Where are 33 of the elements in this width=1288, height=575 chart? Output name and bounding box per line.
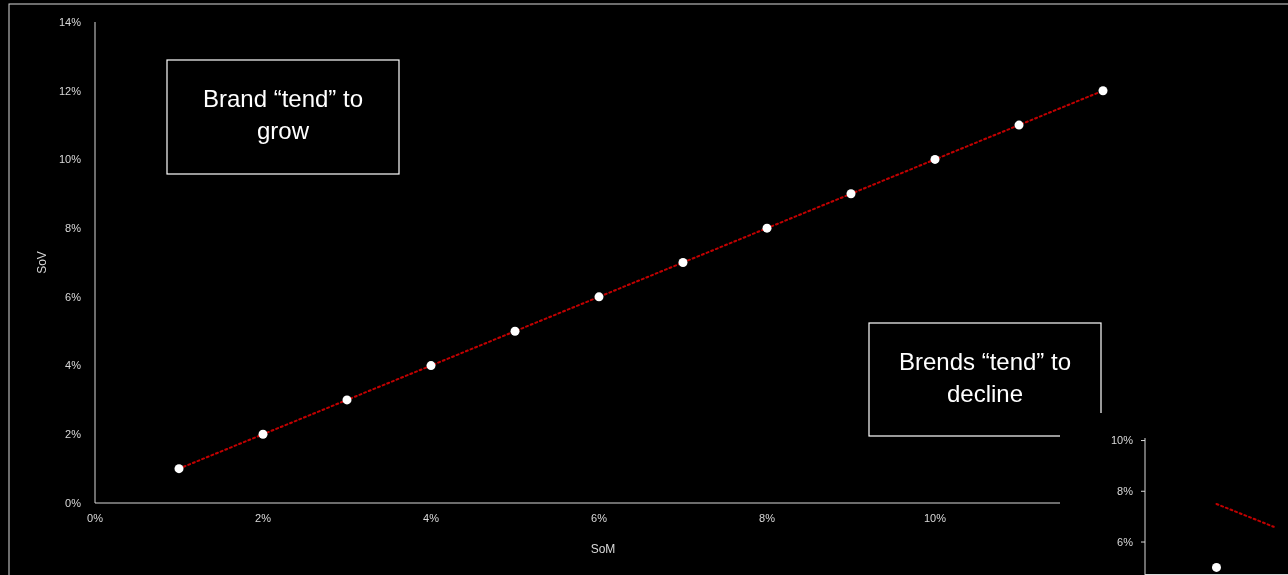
point (846, 189, 856, 199)
point (594, 292, 604, 302)
y-tick-label: 6% (1117, 535, 1134, 548)
y-tick-label: 8% (1117, 485, 1134, 498)
y-tick-label: 0% (65, 496, 82, 509)
point (1014, 120, 1024, 130)
y-tick-label: 2% (65, 428, 82, 441)
point (1098, 86, 1108, 96)
x-tick-label: 0% (87, 512, 104, 524)
x-tick-label: 2% (255, 512, 272, 524)
x-axis-title: SoM (590, 542, 616, 556)
point (426, 361, 436, 371)
point (762, 223, 772, 233)
y-tick-label: 4% (65, 359, 82, 372)
y-tick-label: 8% (65, 221, 82, 234)
x-tick-label: 4% (423, 512, 440, 524)
y-tick-label: 6% (65, 290, 82, 303)
point (174, 464, 184, 474)
point (342, 395, 352, 405)
y-tick-label: 12% (58, 84, 82, 97)
y-tick-label: 14% (58, 15, 82, 28)
x-tick-label: 8% (759, 512, 776, 524)
annotation: Brends “tend” to decline (898, 347, 1072, 407)
point (930, 154, 940, 164)
x-tick-label: 10% (923, 512, 947, 524)
point (678, 258, 688, 267)
point (510, 326, 520, 336)
point (258, 429, 268, 439)
y-axis-title: SoV (35, 251, 49, 274)
y-tick-label: 10% (1110, 434, 1134, 447)
y-tick-label: 10% (58, 153, 82, 166)
annotation: Brand “tend” to grow (202, 85, 364, 144)
x-tick-label: 6% (591, 512, 608, 524)
